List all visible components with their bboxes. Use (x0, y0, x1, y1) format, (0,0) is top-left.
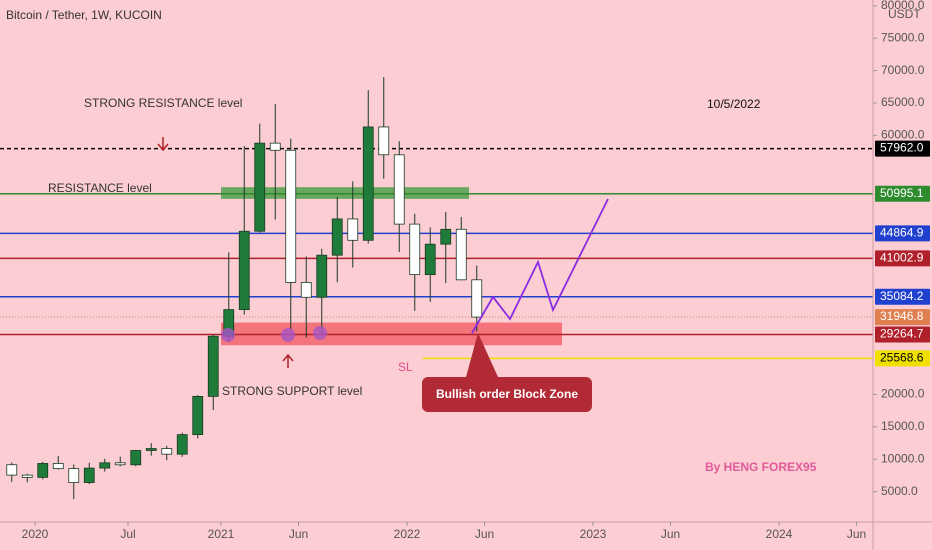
level-label: 41002.9 (880, 251, 924, 265)
y-tick-label: 80000.0 (881, 0, 925, 12)
arrow (157, 137, 169, 152)
candle-body (393, 154, 405, 225)
candle-body (99, 462, 111, 469)
level-label-bg (875, 185, 930, 202)
y-tick-label: 70000.0 (881, 63, 925, 77)
level-label: 29264.7 (880, 327, 924, 341)
candle-body (254, 142, 266, 232)
x-tick-label: Jun (289, 527, 308, 541)
candle-body (316, 254, 328, 298)
candle-body (471, 279, 483, 318)
candle-body (378, 126, 390, 156)
date-annotation: 10/5/2022 (707, 97, 761, 111)
y-tick-label: 75000.0 (881, 30, 925, 44)
candle-body (37, 463, 49, 478)
chart-title: Bitcoin / Tether, 1W, KUCOIN (6, 8, 162, 22)
arrow (282, 353, 294, 368)
level-label-bg (875, 225, 930, 242)
candle-body (331, 218, 343, 256)
candle-body (362, 126, 374, 241)
candle-body (409, 223, 421, 276)
level-label-bg (875, 288, 930, 305)
y-tick-label: 65000.0 (881, 95, 925, 109)
x-tick-label: 2023 (580, 527, 607, 541)
level-label-bg (875, 309, 930, 326)
level-label-bg (875, 250, 930, 267)
candle-body (285, 149, 297, 283)
level-label: 25568.6 (880, 351, 924, 365)
x-tick-label: 2024 (766, 527, 793, 541)
y-tick-label: 15000.0 (881, 419, 925, 433)
candle-body (83, 467, 95, 483)
x-tick-label: 2021 (208, 527, 235, 541)
candle-body (176, 434, 188, 455)
x-tick-label: 2022 (394, 527, 421, 541)
candle-body (424, 243, 436, 276)
annotation: STRONG RESISTANCE level (84, 96, 242, 110)
callout-pointer (466, 333, 498, 377)
annotation: RESISTANCE level (48, 181, 152, 195)
touch-marker (281, 328, 295, 342)
y-tick-label: 20000.0 (881, 387, 925, 401)
candle-body (161, 448, 173, 455)
x-tick-label: Jun (475, 527, 494, 541)
x-tick-label: Jun (847, 527, 866, 541)
candle-body (192, 396, 204, 436)
level-label: 50995.1 (880, 186, 924, 200)
x-tick-label: Jun (661, 527, 680, 541)
y-tick-label: 60000.0 (881, 128, 925, 142)
candle-body (52, 463, 64, 470)
candle-body (347, 218, 359, 241)
candle-body (145, 448, 157, 451)
candle-body (269, 142, 281, 151)
x-tick-label: 2020 (22, 527, 49, 541)
callout-box (422, 377, 592, 412)
currency-label: USDT (888, 7, 921, 21)
y-tick-label: 10000.0 (881, 451, 925, 465)
candle-body (114, 462, 126, 466)
level-label-bg (875, 350, 930, 367)
level-label: 44864.9 (880, 226, 924, 240)
candle-body (68, 468, 80, 483)
x-tick-label: Jul (120, 527, 135, 541)
candle-body (21, 474, 33, 478)
level-label: 35084.2 (880, 289, 924, 303)
level-label-bg (875, 326, 930, 343)
candle-body (130, 450, 142, 466)
author: By HENG FOREX95 (705, 460, 817, 474)
candle-body (440, 228, 452, 245)
projection (471, 198, 609, 334)
callout-text: Bullish order Block Zone (436, 387, 578, 401)
level-label: 57962.0 (880, 141, 924, 155)
touch-marker (313, 326, 327, 340)
candle-body (455, 228, 467, 281)
level-label-bg (875, 140, 930, 157)
annotation: STRONG SUPPORT level (222, 384, 362, 398)
candle-body (6, 464, 18, 476)
sl-label: SL (398, 360, 413, 374)
plot-area (0, 77, 873, 500)
candle-body (207, 335, 219, 397)
touch-marker (221, 328, 235, 342)
candle-body (238, 230, 250, 311)
candle-body (300, 282, 312, 298)
y-tick-label: 5000.0 (881, 484, 918, 498)
level-label: 31946.8 (880, 309, 924, 323)
